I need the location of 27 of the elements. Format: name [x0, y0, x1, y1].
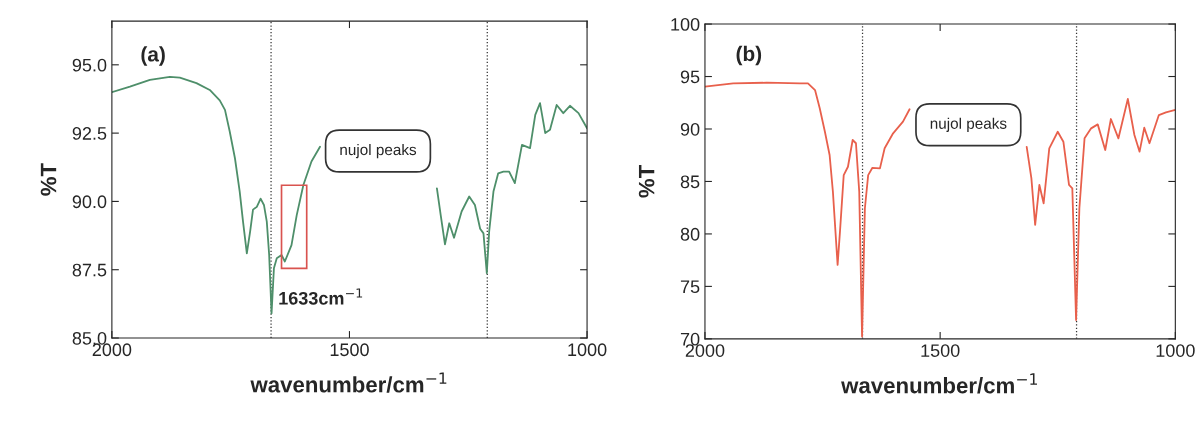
- y-tick-label: 85: [680, 175, 700, 189]
- y-tick-label: 100: [671, 17, 700, 31]
- y-axis-title: %T: [40, 163, 57, 196]
- y-tick-label: 75: [680, 280, 700, 294]
- y-tick-label: 95: [680, 70, 700, 84]
- x-tick-label: 2000: [685, 344, 725, 357]
- x-axis-title: wavenumber/cm$^{−1}$: [841, 373, 1037, 394]
- y-tick-label: 90.0: [72, 195, 107, 209]
- annotation: 1633cm$^{−1}$: [279, 288, 363, 305]
- y-tick-label: 95.0: [72, 58, 107, 72]
- x-tick-label: 1000: [1156, 344, 1195, 357]
- y-tick-label: 87.5: [72, 263, 107, 277]
- x-tick-label: 1500: [330, 343, 369, 357]
- x-tick-label: 2000: [92, 343, 132, 357]
- y-tick-label: 70: [680, 332, 700, 346]
- annotation: nujol peaks: [340, 143, 417, 159]
- x-tick-label: 1500: [921, 344, 960, 357]
- y-tick-label: 80: [680, 227, 700, 241]
- y-tick-label: 92.5: [72, 127, 107, 140]
- x-tick-label: 1000: [568, 343, 607, 357]
- x-axis-title: wavenumber/cm$^{−1}$: [250, 372, 447, 393]
- annotation: nujol peaks: [930, 117, 1007, 132]
- annotation: (a): [141, 46, 165, 66]
- annotation: (b): [736, 45, 762, 66]
- y-tick-label: 85.0: [72, 331, 107, 345]
- y-tick-label: 90: [680, 122, 700, 136]
- y-axis-title: %T: [638, 165, 655, 198]
